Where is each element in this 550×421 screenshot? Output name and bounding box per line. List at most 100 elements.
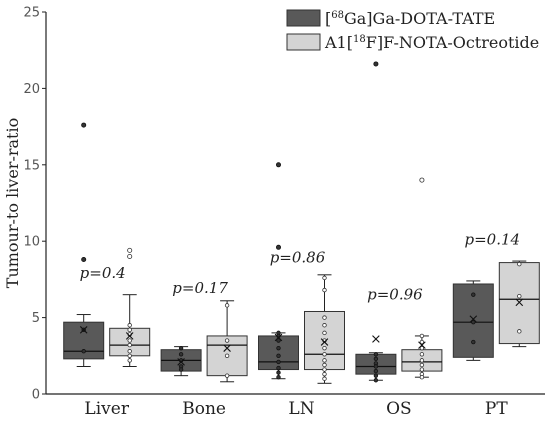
data-point: [322, 330, 327, 336]
p-value-label: p=0.17: [172, 279, 228, 297]
box-0-2: [258, 162, 299, 380]
data-point: [275, 244, 281, 250]
data-point: [322, 358, 327, 363]
box-1-3: [401, 177, 443, 380]
mean-marker: [177, 358, 185, 366]
y-tick-label: 15: [23, 158, 40, 173]
y-tick-label: 5: [32, 311, 40, 326]
data-point: [127, 349, 132, 354]
legend: [68Ga]Ga-DOTA-TATE A1[18F]F-NOTA-Octreoti…: [282, 7, 544, 57]
data-point: [322, 345, 327, 351]
data-point: [471, 319, 476, 325]
data-point: [127, 253, 133, 259]
data-point: [373, 378, 379, 383]
data-point: [224, 338, 230, 343]
legend-label-suffix: Ga]Ga-DOTA-TATE: [344, 9, 495, 28]
data-point: [373, 364, 379, 369]
data-point: [322, 371, 327, 377]
mean-marker: [79, 326, 88, 334]
data-point: [471, 339, 476, 345]
data-point: [322, 376, 327, 381]
data-point: [419, 345, 425, 351]
data-point: [178, 367, 184, 372]
box-groups: [63, 61, 540, 384]
x-tick-label: PT: [485, 399, 508, 419]
data-point: [471, 292, 476, 297]
p-value-label: p=0.14: [465, 230, 521, 248]
data-point: [419, 367, 425, 372]
data-point: [178, 352, 184, 357]
legend-swatch: [286, 9, 321, 27]
data-point: [419, 339, 425, 345]
mean-marker: [274, 333, 283, 342]
data-point: [276, 338, 281, 343]
mean-marker: [320, 338, 329, 346]
y-tick-label: 25: [23, 6, 40, 21]
p-value-label: p=0.96: [367, 285, 423, 303]
legend-label-suffix: F]F-NOTA-Octreotide: [366, 33, 540, 52]
data-point: [275, 162, 281, 168]
data-point: [322, 315, 327, 320]
data-point: [276, 359, 281, 365]
data-point: [322, 323, 327, 328]
box-1-0: [109, 247, 151, 367]
data-point: [81, 257, 87, 263]
data-point: [419, 358, 425, 363]
box-0-0: [63, 122, 105, 367]
data-point: [373, 373, 379, 378]
data-point: [224, 373, 230, 378]
data-point: [517, 294, 522, 299]
mean-marker: [125, 332, 134, 340]
data-point: [419, 362, 425, 368]
data-point: [276, 370, 281, 375]
p-value-label: p=0.4: [80, 264, 126, 282]
box-1-4: [498, 260, 540, 348]
x-tick-label: OS: [386, 399, 412, 419]
x-tick-label: Liver: [84, 399, 129, 419]
data-point: [127, 327, 132, 333]
data-point: [373, 356, 379, 362]
data-point: [276, 365, 281, 371]
legend-label: A1[18F]F-NOTA-Octreotide: [324, 33, 539, 52]
data-point: [322, 275, 327, 281]
data-point: [127, 342, 132, 348]
data-point: [276, 353, 281, 358]
legend-label-superscript: 18: [353, 34, 366, 45]
legend-swatch: [286, 33, 321, 51]
mean-marker: [418, 341, 426, 349]
data-point: [322, 287, 327, 293]
x-tick-label: LN: [288, 399, 314, 419]
legend-label-prefix: [: [325, 9, 331, 28]
box-1-2: [304, 274, 345, 384]
box-0-4: [452, 280, 494, 361]
data-point: [419, 177, 425, 183]
data-point: [276, 345, 281, 351]
axes: 0 5 10 15 20 25 Tumour-to liver-ratio Liver Bone…: [3, 6, 545, 419]
data-point: [178, 345, 184, 351]
legend-label-superscript: 68: [331, 10, 344, 21]
data-point: [276, 374, 281, 380]
y-axis-label: Tumour-to liver-ratio: [3, 118, 22, 288]
data-point: [373, 61, 379, 67]
box-0-3: [355, 61, 397, 383]
data-point: [127, 358, 132, 363]
data-point: [373, 352, 379, 357]
mean-marker: [469, 315, 478, 323]
data-point: [419, 352, 425, 357]
p-value-label: p=0.86: [270, 249, 326, 267]
data-point: [224, 353, 230, 358]
y-tick-label: 10: [23, 235, 40, 250]
data-point: [127, 353, 132, 358]
p-value-annotations: p=0.4 p=0.17 p=0.86 p=0.96 p=0.14: [80, 230, 520, 303]
data-point: [517, 261, 522, 267]
box-0-1: [160, 345, 202, 377]
data-point: [127, 247, 133, 253]
data-point: [81, 122, 87, 128]
box-1-1: [206, 300, 248, 383]
data-point: [127, 323, 132, 328]
data-point: [322, 362, 327, 368]
mean-marker: [223, 344, 231, 352]
legend-label: [68Ga]Ga-DOTA-TATE: [325, 9, 495, 28]
legend-box: [282, 7, 544, 57]
